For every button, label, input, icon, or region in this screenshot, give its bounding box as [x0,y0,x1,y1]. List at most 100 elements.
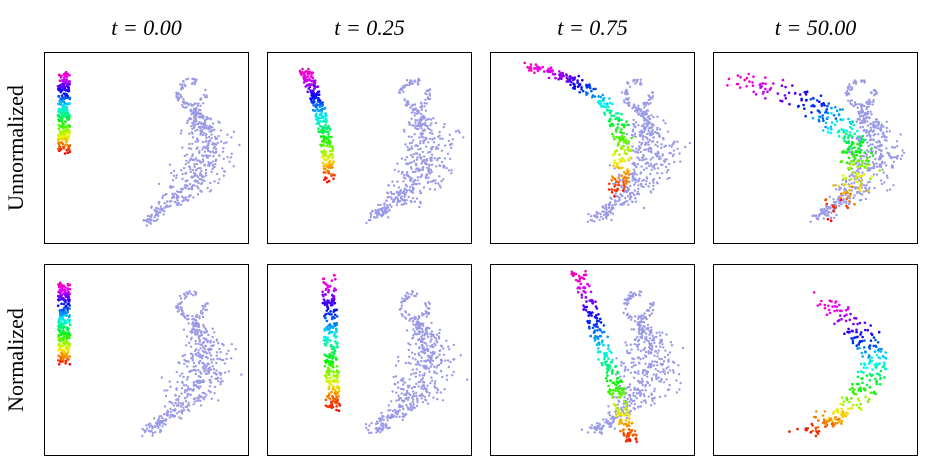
point [189,168,192,171]
point [653,341,656,345]
point [847,156,851,160]
point [886,176,889,179]
point [879,128,883,131]
point [615,130,618,133]
point [336,392,339,395]
point [318,124,322,128]
point [642,206,646,210]
column-title: t = 0.25 [334,15,404,40]
point [199,189,202,192]
point [185,378,189,381]
point [141,427,144,431]
point [311,108,315,112]
point [868,169,872,172]
point [410,141,414,144]
point [439,391,442,394]
point [318,99,322,102]
point [386,414,390,417]
point [628,197,632,200]
point [427,356,431,359]
point [609,417,613,420]
point [189,330,192,333]
point [644,143,647,147]
point [188,132,191,135]
point [433,385,436,388]
point [413,133,416,136]
point [613,161,616,165]
point [184,196,187,199]
point [415,391,418,394]
point [534,63,538,66]
point [200,333,204,337]
point [322,294,325,298]
point [298,69,302,73]
point [334,400,337,404]
point [443,388,446,391]
point [430,122,433,125]
point [436,388,440,392]
point [214,135,217,139]
point [192,124,195,127]
point [180,83,184,86]
point [864,131,868,134]
point [182,80,185,83]
point [172,185,175,188]
point [214,377,217,380]
point [57,94,60,98]
point [64,120,67,123]
point [68,323,72,326]
point [864,187,868,190]
point [333,389,337,392]
point [843,139,846,143]
point [413,200,417,203]
point [421,168,425,171]
point [896,145,899,148]
point [826,130,830,134]
point [650,168,653,171]
point [861,193,864,196]
point [653,354,656,357]
point [412,160,416,163]
point [845,89,849,93]
point [886,151,889,154]
point [397,193,401,196]
point [157,182,161,186]
point [646,323,650,326]
point [403,298,407,301]
point [325,144,329,148]
point [727,77,731,81]
point [301,67,304,71]
point [850,99,853,102]
point [411,408,414,411]
point [66,102,69,106]
point [558,73,562,76]
point [580,88,583,91]
point [646,101,649,104]
point [387,416,390,419]
point [337,390,341,393]
point [209,358,213,361]
point [634,82,637,85]
point [423,372,426,375]
point [658,128,662,131]
point [633,189,636,192]
point [424,351,427,355]
point [183,391,187,394]
point [310,98,313,102]
point [59,281,62,285]
panel-frame [44,264,249,456]
point [394,375,398,378]
point [643,127,646,131]
point [866,134,869,137]
point [861,137,864,141]
point [186,199,189,202]
point [648,139,652,142]
point [868,155,872,159]
point [418,205,421,209]
point [199,353,202,356]
point [411,357,415,360]
point [825,109,828,112]
point [204,140,208,143]
point [391,390,394,393]
point [204,154,208,157]
